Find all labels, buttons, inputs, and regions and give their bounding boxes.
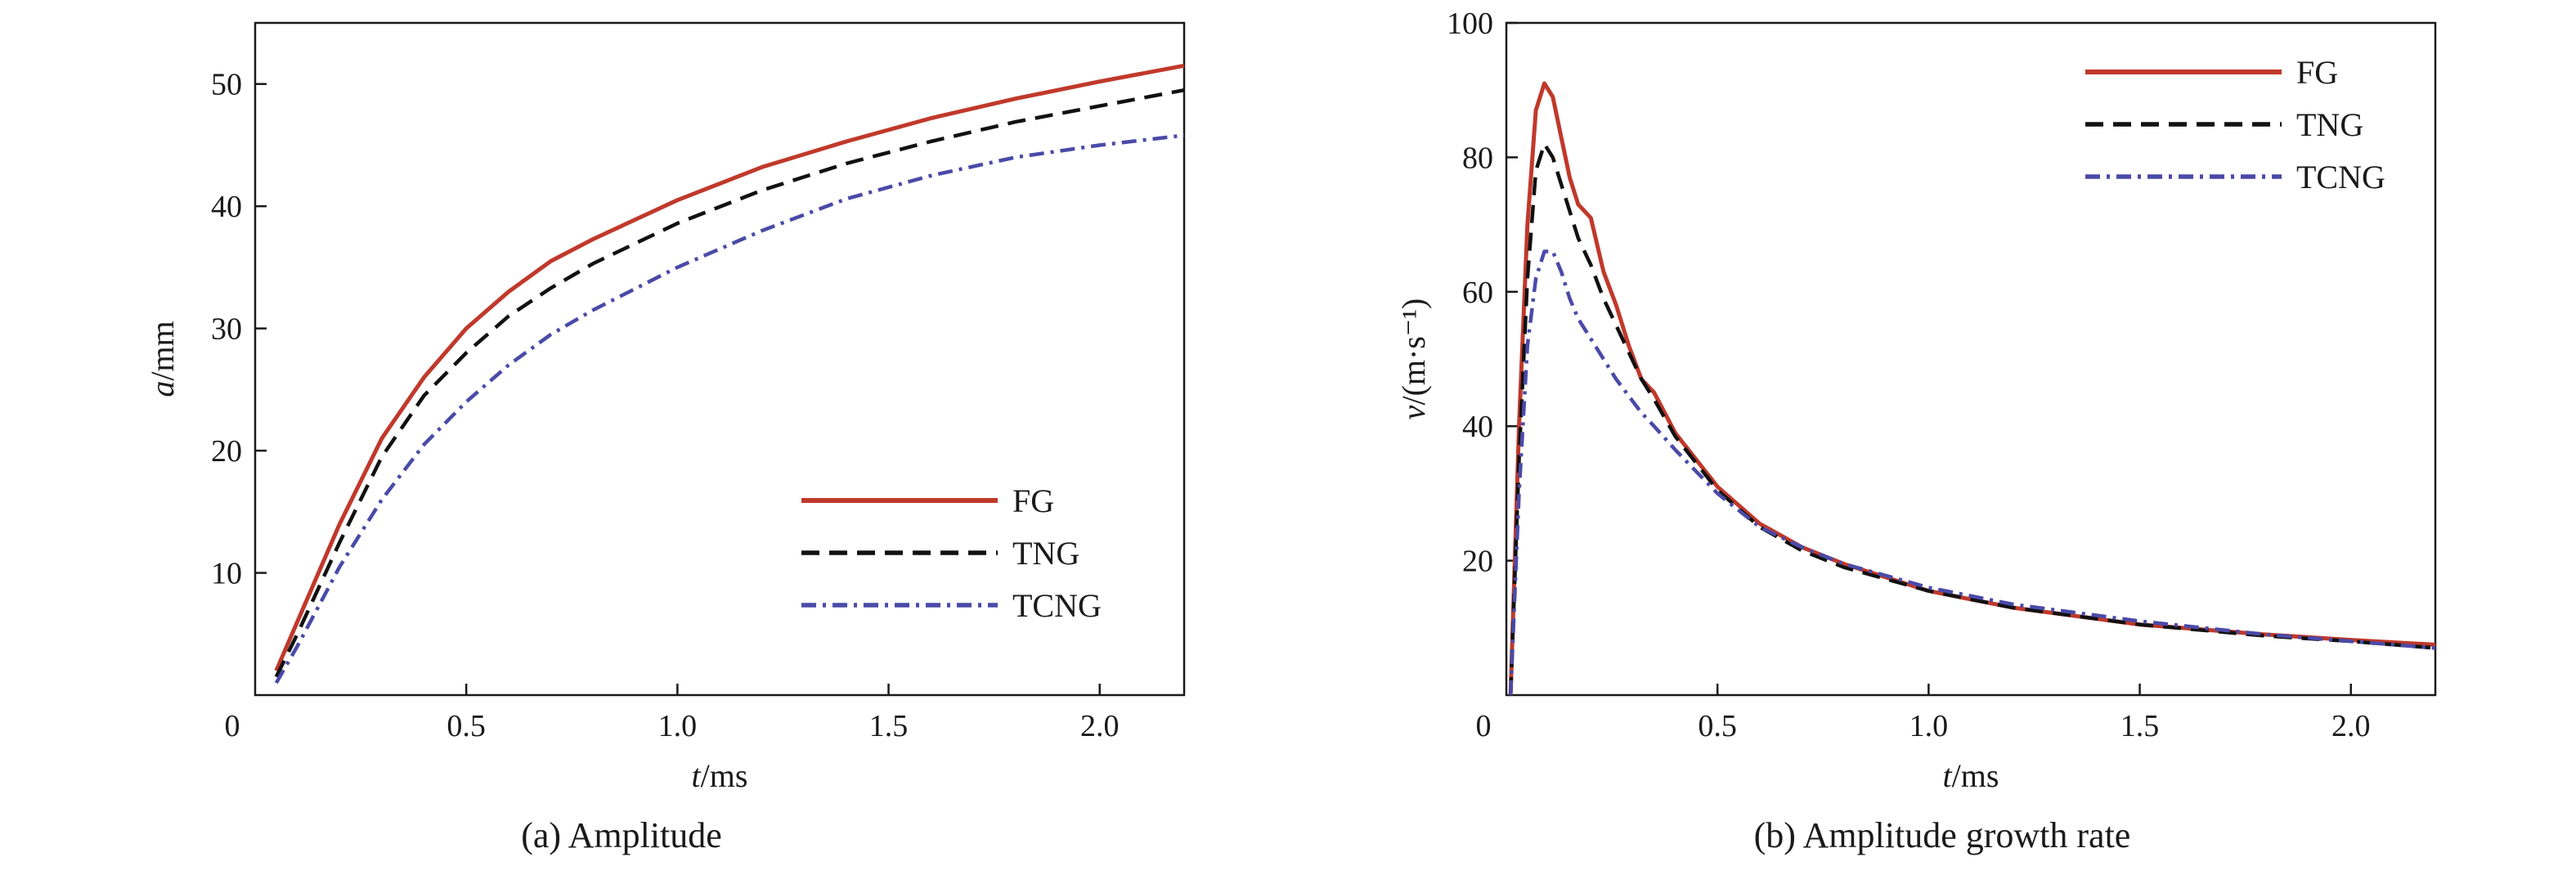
x-tick-label: 0.5	[447, 709, 486, 743]
x-tick-label: 1.0	[658, 709, 698, 743]
y-axis-variable: v	[1395, 405, 1432, 420]
y-tick-label: 30	[211, 312, 242, 347]
y-axis-unit: /(m·s⁻¹)	[1395, 298, 1432, 406]
y-tick-label: 50	[211, 68, 242, 102]
plot-frame	[254, 21, 1186, 697]
origin-label: 0	[225, 709, 240, 743]
series-line-fg	[274, 63, 1185, 672]
x-axis-label: t/ms	[692, 757, 748, 794]
x-tick-label: 1.5	[869, 709, 909, 743]
x-tick-label: 1.0	[1910, 709, 1949, 743]
x-axis-variable: t	[1943, 757, 1953, 794]
x-tick-label: 2.0	[2331, 709, 2371, 743]
y-axis-variable: a	[144, 381, 181, 397]
x-tick-label: 2.0	[1080, 709, 1120, 743]
x-axis-variable: t	[692, 757, 702, 794]
y-tick-label: 60	[1462, 276, 1493, 310]
y-tick-label: 80	[1462, 141, 1493, 175]
x-tick-label: 0.5	[1698, 709, 1737, 743]
x-tick-label: 1.5	[2120, 709, 2160, 743]
origin-label: 0	[1476, 709, 1492, 743]
panel-caption: (a) Amplitude	[521, 815, 722, 855]
y-axis-label: v/(m·s⁻¹)	[1395, 298, 1432, 420]
y-tick-label: 40	[1462, 410, 1493, 444]
y-tick-label: 10	[211, 557, 242, 591]
x-axis-unit: /ms	[701, 757, 748, 794]
y-tick-label: 20	[211, 434, 242, 469]
legend-label-tcng: TCNG	[1012, 587, 1102, 624]
series-line-tng	[1508, 141, 2436, 696]
y-tick-label: 40	[211, 190, 242, 224]
legend-label-tcng: TCNG	[2296, 159, 2385, 195]
legend-label-tng: TNG	[2296, 106, 2363, 143]
series-line-tcng	[1508, 249, 2436, 696]
growth-rate-chart-panel: 0.5 1.0 1.5 2.0 20 40 60 80 100 0 t/ms v/(m·s⁻¹) FG T…	[1395, 7, 2437, 855]
legend-label-fg: FG	[1012, 482, 1054, 519]
x-axis-unit: /ms	[1952, 757, 1999, 794]
panel-caption: (b) Amplitude growth rate	[1754, 815, 2131, 855]
y-axis-unit: /mm	[144, 321, 181, 380]
series-line-tcng	[274, 133, 1185, 684]
y-tick-label: 100	[1447, 7, 1493, 41]
plot-frame	[1505, 21, 2437, 697]
x-axis-label: t/ms	[1943, 757, 1999, 794]
amplitude-chart-panel: 0.5 1.0 1.5 2.0 10 20 30 40 50 0 t/ms a/mm FG TNG TCNG…	[144, 21, 1186, 855]
y-axis-label: a/mm	[144, 321, 181, 397]
y-tick-label: 20	[1462, 545, 1493, 579]
series-line-tng	[274, 88, 1185, 678]
legend-label-tng: TNG	[1012, 535, 1079, 572]
legend-label-fg: FG	[2296, 54, 2338, 91]
